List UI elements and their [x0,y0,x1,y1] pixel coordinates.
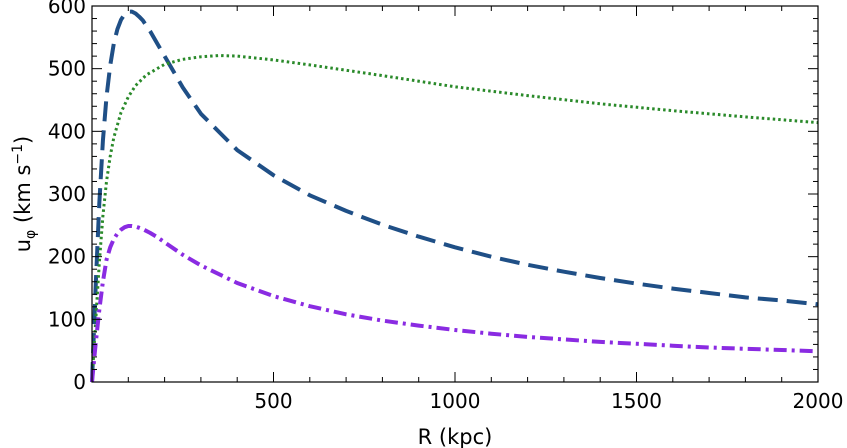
y-axis-title-subscript: φ [23,230,39,239]
y-axis-title: uφ (km s−1) [10,136,39,253]
y-tick-label: 500 [48,57,86,81]
y-axis-title-units-close: ) [11,136,35,144]
series-line-dashed [90,9,819,383]
x-tick-label: 1500 [611,389,662,413]
x-axis-title: R (kpc) [418,425,493,448]
ticks-layer [92,5,819,383]
series-layer [90,9,819,383]
y-axis-title-units-open: (km s [11,165,35,230]
y-tick-label: 100 [48,307,86,331]
y-tick-label: 400 [48,119,86,143]
y-tick-label: 300 [48,182,86,206]
x-tick-label: 500 [254,389,292,413]
plot-frame [91,5,819,383]
x-tick-label: 2000 [793,389,844,413]
x-tick-label: 1000 [430,389,481,413]
y-axis-title-main: u [11,239,35,252]
y-axis-title-units-superscript: −1 [10,144,26,165]
y-tick-label: 200 [48,245,86,269]
series-line-dashdot [90,224,819,383]
y-tick-label: 0 [73,370,86,394]
y-tick-label: 600 [48,0,86,18]
labels-layer: 500 1000 1500 2000 0 100 200 300 400 500 600 [48,0,844,413]
series-line-dotted [90,54,819,383]
